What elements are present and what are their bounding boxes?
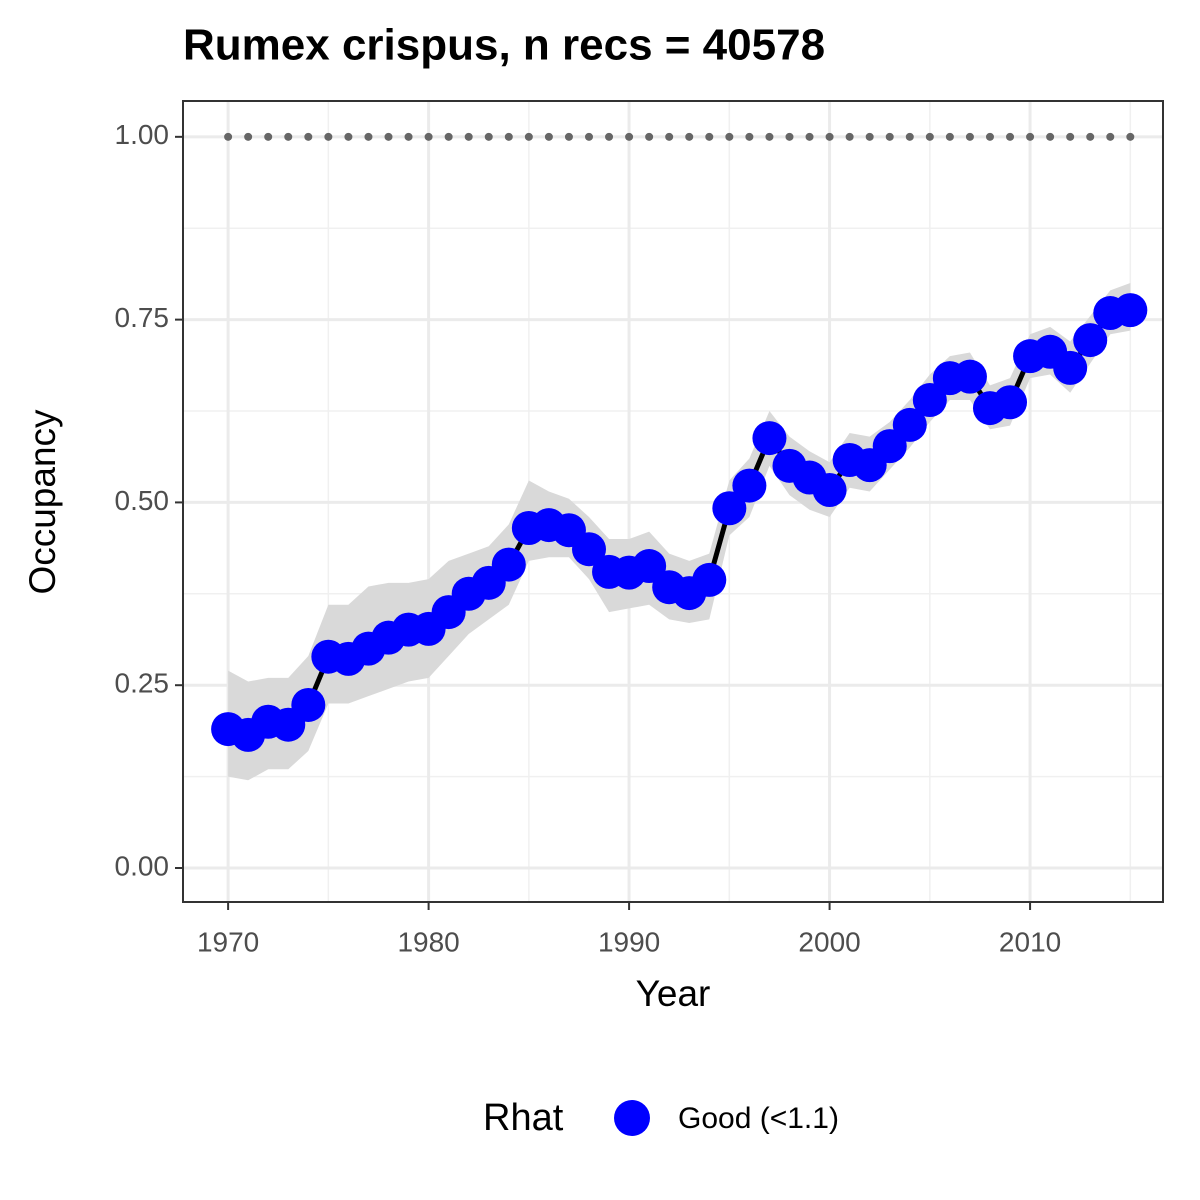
reference-dot xyxy=(985,132,994,141)
reference-dot xyxy=(384,132,393,141)
x-tick-label: 1970 xyxy=(197,926,259,957)
reference-dot xyxy=(224,132,233,141)
data-point xyxy=(491,547,526,582)
reference-dot xyxy=(845,132,854,141)
reference-dot xyxy=(524,132,533,141)
reference-dot xyxy=(584,132,593,141)
reference-dot xyxy=(705,132,714,141)
y-tick-label: 0.00 xyxy=(115,850,170,881)
reference-dot xyxy=(1106,132,1115,141)
reference-dot xyxy=(344,132,353,141)
y-tick-label: 1.00 xyxy=(115,119,170,150)
legend-title: Rhat xyxy=(483,1097,564,1139)
reference-dot xyxy=(504,132,513,141)
data-point xyxy=(692,562,727,597)
reference-dot xyxy=(464,132,473,141)
y-tick-label: 0.25 xyxy=(115,668,170,699)
reference-dot xyxy=(324,132,333,141)
reference-dot xyxy=(1006,132,1015,141)
x-tick-label: 2010 xyxy=(999,926,1061,957)
reference-dot xyxy=(725,132,734,141)
reference-dot xyxy=(865,132,874,141)
reference-dot xyxy=(544,132,553,141)
confidence-ribbon xyxy=(228,283,1131,781)
reference-dot xyxy=(1046,132,1055,141)
reference-dot xyxy=(424,132,433,141)
reference-dot xyxy=(244,132,253,141)
reference-dot xyxy=(965,132,974,141)
data-point xyxy=(872,429,907,464)
x-tick-label: 1990 xyxy=(598,926,660,957)
reference-dot xyxy=(284,132,293,141)
reference-dot xyxy=(645,132,654,141)
reference-dot xyxy=(264,132,273,141)
data-point xyxy=(993,385,1028,420)
reference-dot xyxy=(605,132,614,141)
reference-dot xyxy=(625,132,634,141)
data-point xyxy=(632,549,667,584)
legend-swatch xyxy=(614,1100,650,1136)
reference-dot xyxy=(1066,132,1075,141)
reference-dot xyxy=(785,132,794,141)
reference-dot xyxy=(665,132,674,141)
y-tick-label: 0.75 xyxy=(115,302,170,333)
y-tick-label: 0.50 xyxy=(115,485,170,516)
data-point xyxy=(1073,323,1108,358)
reference-dot xyxy=(685,132,694,141)
legend-label: Good (<1.1) xyxy=(678,1102,839,1135)
reference-dot xyxy=(905,132,914,141)
chart-title: Rumex crispus, n recs = 40578 xyxy=(183,21,825,70)
data-point xyxy=(1053,350,1088,385)
reference-dot xyxy=(805,132,814,141)
reference-dot xyxy=(484,132,493,141)
data-point xyxy=(712,491,747,526)
reference-dot xyxy=(1086,132,1095,141)
reference-dot xyxy=(825,132,834,141)
data-point xyxy=(952,359,987,394)
data-point xyxy=(571,532,606,567)
x-axis-label: Year xyxy=(636,973,711,1014)
plot-border xyxy=(182,100,1164,903)
reference-dot xyxy=(1126,132,1135,141)
reference-dot xyxy=(304,132,313,141)
reference-dot xyxy=(925,132,934,141)
data-point xyxy=(892,407,927,442)
x-tick-label: 2000 xyxy=(798,926,860,957)
reference-dot xyxy=(564,132,573,141)
reference-dot xyxy=(885,132,894,141)
data-point xyxy=(1113,293,1148,328)
data-point xyxy=(752,421,787,456)
reference-dot xyxy=(444,132,453,141)
reference-dot xyxy=(1026,132,1035,141)
data-point xyxy=(812,472,847,507)
data-point xyxy=(291,687,326,722)
reference-dot xyxy=(765,132,774,141)
data-point xyxy=(912,383,947,418)
reference-dot xyxy=(364,132,373,141)
y-axis-label: Occupancy xyxy=(22,409,63,595)
data-point xyxy=(732,468,767,503)
reference-dot xyxy=(945,132,954,141)
reference-dot xyxy=(745,132,754,141)
reference-dot xyxy=(404,132,413,141)
x-tick-label: 1980 xyxy=(397,926,459,957)
